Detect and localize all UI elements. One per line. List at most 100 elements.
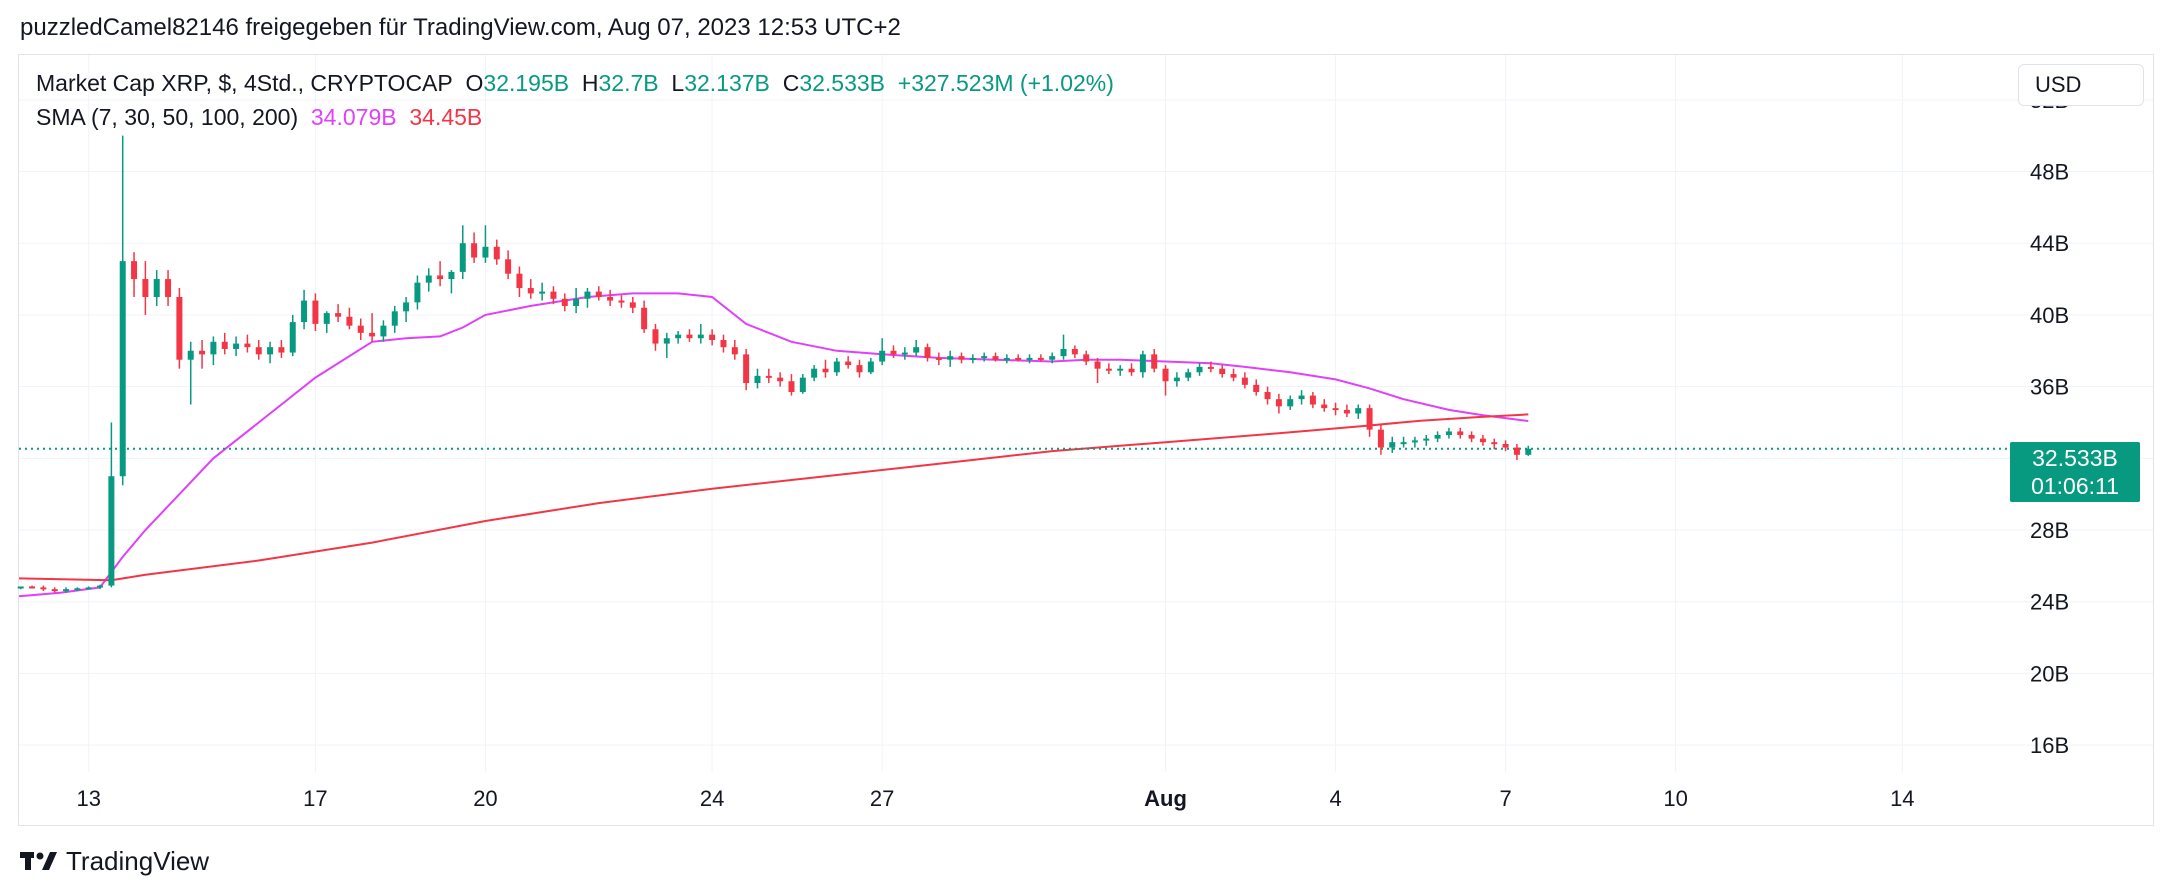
candle-down[interactable] xyxy=(516,266,523,297)
candle-down[interactable] xyxy=(335,304,342,323)
candle-up[interactable] xyxy=(539,282,546,301)
candle-up[interactable] xyxy=(63,587,70,593)
candle-down[interactable] xyxy=(1151,348,1158,373)
sma-title[interactable]: SMA (7, 30, 50, 100, 200) xyxy=(36,104,299,130)
candle-down[interactable] xyxy=(1162,365,1169,396)
candle-down[interactable] xyxy=(686,329,693,342)
candle-up[interactable] xyxy=(380,320,387,342)
candle-up[interactable] xyxy=(1185,368,1192,382)
candle-up[interactable] xyxy=(403,296,410,323)
candle-down[interactable] xyxy=(1015,354,1022,362)
candle-up[interactable] xyxy=(1445,427,1452,439)
candle-up[interactable] xyxy=(981,352,988,362)
candle-up[interactable] xyxy=(879,338,886,366)
candle-down[interactable] xyxy=(493,239,500,265)
candle-down[interactable] xyxy=(1309,391,1316,409)
candle-up[interactable] xyxy=(1173,372,1180,387)
candle-down[interactable] xyxy=(720,334,727,353)
candle-down[interactable] xyxy=(607,289,614,306)
candle-up[interactable] xyxy=(391,305,398,333)
candle-up[interactable] xyxy=(754,368,761,389)
candle-down[interactable] xyxy=(1366,404,1373,437)
candle-up[interactable] xyxy=(74,587,81,591)
candle-down[interactable] xyxy=(924,343,931,362)
candle-down[interactable] xyxy=(731,340,738,360)
candle-up[interactable] xyxy=(482,225,489,263)
candle-down[interactable] xyxy=(1321,399,1328,412)
candle-up[interactable] xyxy=(1434,431,1441,443)
candle-up[interactable] xyxy=(697,323,704,344)
candle-up[interactable] xyxy=(811,365,818,382)
candle-down[interactable] xyxy=(369,313,376,342)
candle-down[interactable] xyxy=(777,372,784,387)
candle-down[interactable] xyxy=(845,356,852,369)
candle-down[interactable] xyxy=(437,261,444,287)
candle-up[interactable] xyxy=(85,586,92,590)
candle-up[interactable] xyxy=(17,586,24,590)
candle-up[interactable] xyxy=(833,357,840,376)
candle-down[interactable] xyxy=(199,340,206,369)
candle-down[interactable] xyxy=(244,334,251,353)
candle-down[interactable] xyxy=(255,340,262,360)
candle-up[interactable] xyxy=(663,332,670,358)
candle-down[interactable] xyxy=(629,296,636,314)
candle-up[interactable] xyxy=(1298,390,1305,405)
candle-up[interactable] xyxy=(97,584,104,590)
candle-up[interactable] xyxy=(425,268,432,292)
candle-down[interactable] xyxy=(278,340,285,358)
candle-down[interactable] xyxy=(1343,404,1350,418)
candle-down[interactable] xyxy=(1083,350,1090,366)
candle-down[interactable] xyxy=(618,295,625,308)
candle-down[interactable] xyxy=(312,293,319,332)
candle-up[interactable] xyxy=(1389,436,1396,453)
candle-down[interactable] xyxy=(505,250,512,280)
candle-down[interactable] xyxy=(1491,438,1498,450)
candle-up[interactable] xyxy=(1287,395,1294,410)
candle-down[interactable] xyxy=(1275,393,1282,414)
candle-down[interactable] xyxy=(1207,361,1214,373)
candle-up[interactable] xyxy=(1117,365,1124,376)
candle-up[interactable] xyxy=(153,270,160,306)
candle-down[interactable] xyxy=(1128,363,1135,376)
candle-down[interactable] xyxy=(165,270,172,306)
candle-down[interactable] xyxy=(709,329,716,346)
candle-down[interactable] xyxy=(29,585,36,589)
candle-up[interactable] xyxy=(448,270,455,294)
candle-up[interactable] xyxy=(901,347,908,360)
candle-down[interactable] xyxy=(221,332,228,355)
candle-up[interactable] xyxy=(1060,334,1067,360)
candle-down[interactable] xyxy=(1457,427,1464,439)
candle-down[interactable] xyxy=(788,374,795,396)
candle-down[interactable] xyxy=(1094,357,1101,384)
candle-down[interactable] xyxy=(176,288,183,369)
candle-down[interactable] xyxy=(471,232,478,263)
candle-down[interactable] xyxy=(142,261,149,315)
candle-up[interactable] xyxy=(414,275,421,310)
candle-up[interactable] xyxy=(584,288,591,308)
candle-down[interactable] xyxy=(1502,440,1509,452)
candle-down[interactable] xyxy=(550,286,557,305)
candle-down[interactable] xyxy=(935,352,942,366)
candle-down[interactable] xyxy=(765,368,772,384)
candle-down[interactable] xyxy=(1264,386,1271,405)
candle-down[interactable] xyxy=(822,359,829,378)
tradingview-brand[interactable]: TradingView xyxy=(20,846,209,876)
candle-down[interactable] xyxy=(595,286,602,301)
currency-selector[interactable]: USD xyxy=(2018,64,2144,106)
candle-down[interactable] xyxy=(1037,354,1044,362)
candle-up[interactable] xyxy=(1049,352,1056,364)
candle-up[interactable] xyxy=(459,225,466,280)
candle-up[interactable] xyxy=(1026,354,1033,364)
candle-up[interactable] xyxy=(969,354,976,364)
candle-down[interactable] xyxy=(890,345,897,358)
candle-down[interactable] xyxy=(357,318,364,341)
candle-up[interactable] xyxy=(267,341,274,364)
candle-down[interactable] xyxy=(856,359,863,378)
candle-up[interactable] xyxy=(1411,436,1418,448)
candle-up[interactable] xyxy=(947,350,954,367)
candle-down[interactable] xyxy=(1332,402,1339,416)
candle-up[interactable] xyxy=(289,314,296,357)
candle-up[interactable] xyxy=(210,336,217,366)
candle-down[interactable] xyxy=(40,585,47,591)
